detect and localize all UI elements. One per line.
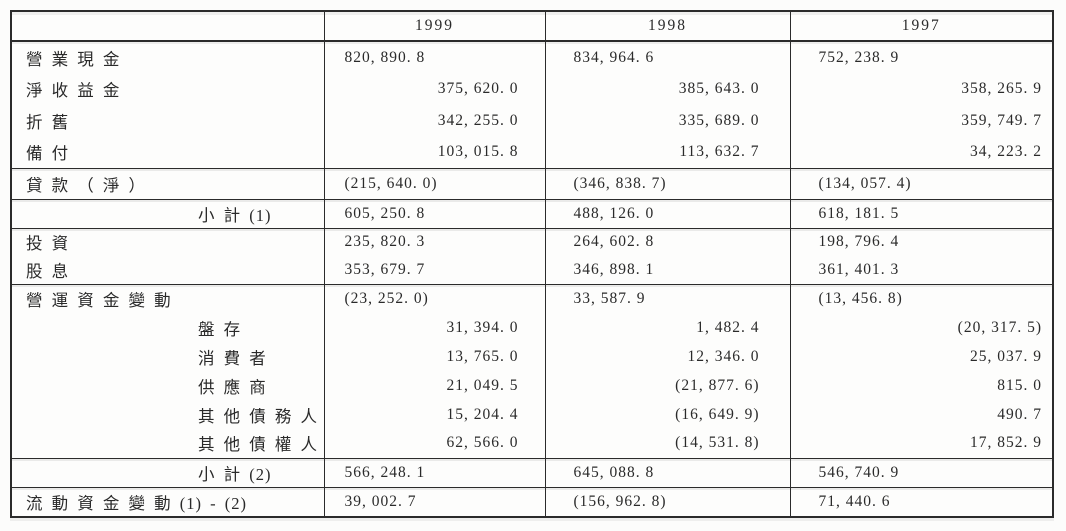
row-label: 小 計 (1) — [11, 198, 324, 228]
cash-flow-table: 1999 1998 1997 營 業 現 金 820, 890. 8 834, … — [10, 10, 1054, 518]
table-row: 供 應 商 21, 049. 5 (21, 877. 6) 815. 0 — [11, 371, 1053, 400]
value-1999: 235, 820. 3 — [323, 227, 545, 256]
row-label: 投 資 — [11, 227, 324, 256]
table-row: 營 業 現 金 820, 890. 8 834, 964. 6 752, 238… — [11, 41, 1053, 73]
table-row: 備 付 103, 015. 8 113, 632. 7 34, 223. 2 — [11, 137, 1053, 168]
value-1997: 25, 037. 9 — [789, 342, 1053, 371]
value-1998: 113, 632. 7 — [544, 137, 790, 168]
value-1999: (23, 252. 0) — [323, 283, 545, 313]
value-1998: (16, 649. 9) — [544, 400, 790, 429]
table-row: 投 資 235, 820. 3 264, 602. 8 198, 796. 4 — [11, 227, 1053, 256]
value-1998: 1, 482. 4 — [544, 313, 790, 342]
row-label: 其 他 債 權 人 — [198, 435, 318, 455]
value-1998: 488, 126. 0 — [544, 198, 790, 228]
value-1997: (20, 317. 5) — [789, 313, 1053, 342]
value-1998: (21, 877. 6) — [544, 371, 790, 400]
value-1997: 359, 749. 7 — [789, 105, 1053, 137]
value-1998: 33, 587. 9 — [544, 283, 790, 313]
value-1997: 361, 401. 3 — [789, 256, 1053, 284]
row-label: 流 動 資 金 變 動 (1) - (2) — [11, 486, 324, 517]
table-row: 流 動 資 金 變 動 (1) - (2) 39, 002. 7 (156, 9… — [11, 486, 1053, 517]
value-1997: 17, 852. 9 — [789, 429, 1053, 458]
value-1999: 15, 204. 4 — [323, 400, 545, 429]
value-1999: 353, 679. 7 — [323, 256, 545, 284]
value-1997: 71, 440. 6 — [789, 486, 1053, 517]
value-1999: 39, 002. 7 — [323, 486, 545, 517]
value-1999: 62, 566. 0 — [323, 429, 545, 458]
table-row: 營 運 資 金 變 動 (23, 252. 0) 33, 587. 9 (13,… — [11, 283, 1053, 313]
table-row: 折 舊 342, 255. 0 335, 689. 0 359, 749. 7 — [11, 105, 1053, 137]
value-1997: 752, 238. 9 — [789, 41, 1053, 73]
table-row: 消 費 者 13, 765. 0 12, 346. 0 25, 037. 9 — [11, 342, 1053, 371]
value-1999: 820, 890. 8 — [323, 41, 545, 73]
table-row: 盤 存 31, 394. 0 1, 482. 4 (20, 317. 5) — [11, 313, 1053, 342]
row-label: 小 計 (2) — [11, 457, 324, 487]
value-1997: 815. 0 — [789, 371, 1053, 400]
table-row: 小 計 (1) 605, 250. 8 488, 126. 0 618, 181… — [11, 198, 1053, 228]
value-1997: 34, 223. 2 — [789, 137, 1053, 168]
value-1999: 566, 248. 1 — [323, 457, 545, 487]
table-row: 其 他 債 權 人 62, 566. 0 (14, 531. 8) 17, 85… — [11, 429, 1053, 458]
value-1998: (14, 531. 8) — [544, 429, 790, 458]
value-1998: 335, 689. 0 — [544, 105, 790, 137]
value-1997: 198, 796. 4 — [789, 227, 1053, 256]
row-label: 股 息 — [26, 261, 70, 281]
row-label: 備 付 — [26, 144, 70, 164]
header-empty-cell — [11, 11, 324, 42]
row-label: 折 舊 — [26, 113, 70, 132]
value-1999: 342, 255. 0 — [323, 105, 545, 137]
value-1999: 21, 049. 5 — [323, 371, 545, 400]
row-label: 貸 款 （ 淨 ） — [11, 167, 324, 199]
value-1999: 13, 765. 0 — [323, 342, 545, 371]
row-label: 其 他 債 務 人 — [198, 406, 318, 426]
value-1998: 264, 602. 8 — [544, 227, 790, 256]
value-1998: 346, 898. 1 — [544, 256, 790, 284]
value-1997: 358, 265. 9 — [789, 73, 1053, 105]
value-1999: (215, 640. 0) — [323, 167, 545, 199]
header-year-1997: 1997 — [789, 11, 1053, 42]
value-1997: 546, 740. 9 — [789, 457, 1053, 487]
row-label: 營 業 現 金 — [11, 41, 324, 73]
value-1999: 31, 394. 0 — [323, 313, 545, 342]
table-row: 淨 收 益 金 375, 620. 0 385, 643. 0 358, 265… — [11, 73, 1053, 105]
value-1999: 103, 015. 8 — [323, 137, 545, 168]
value-1998: (346, 838. 7) — [544, 167, 790, 199]
row-label: 消 費 者 — [198, 348, 267, 368]
value-1998: 834, 964. 6 — [544, 41, 790, 73]
table-row: 小 計 (2) 566, 248. 1 645, 088. 8 546, 740… — [11, 457, 1053, 487]
header-year-1999: 1999 — [323, 11, 545, 42]
value-1999: 605, 250. 8 — [323, 198, 545, 228]
table-row: 股 息 353, 679. 7 346, 898. 1 361, 401. 3 — [11, 256, 1053, 284]
value-1997: (13, 456. 8) — [789, 283, 1053, 313]
value-1997: (134, 057. 4) — [789, 167, 1053, 199]
row-label: 供 應 商 — [198, 377, 267, 397]
header-year-1998: 1998 — [544, 11, 790, 42]
value-1998: 12, 346. 0 — [544, 342, 790, 371]
table-row: 貸 款 （ 淨 ） (215, 640. 0) (346, 838. 7) (1… — [11, 167, 1053, 199]
value-1997: 490. 7 — [789, 400, 1053, 429]
row-label: 淨 收 益 金 — [26, 81, 121, 100]
row-label: 營 運 資 金 變 動 — [11, 283, 324, 313]
header-row: 1999 1998 1997 — [11, 11, 1053, 42]
row-label: 盤 存 — [198, 319, 242, 339]
value-1998: 645, 088. 8 — [544, 457, 790, 487]
value-1998: (156, 962. 8) — [544, 486, 790, 517]
value-1997: 618, 181. 5 — [789, 198, 1053, 228]
value-1999: 375, 620. 0 — [323, 73, 545, 105]
value-1998: 385, 643. 0 — [544, 73, 790, 105]
table-row: 其 他 債 務 人 15, 204. 4 (16, 649. 9) 490. 7 — [11, 400, 1053, 429]
